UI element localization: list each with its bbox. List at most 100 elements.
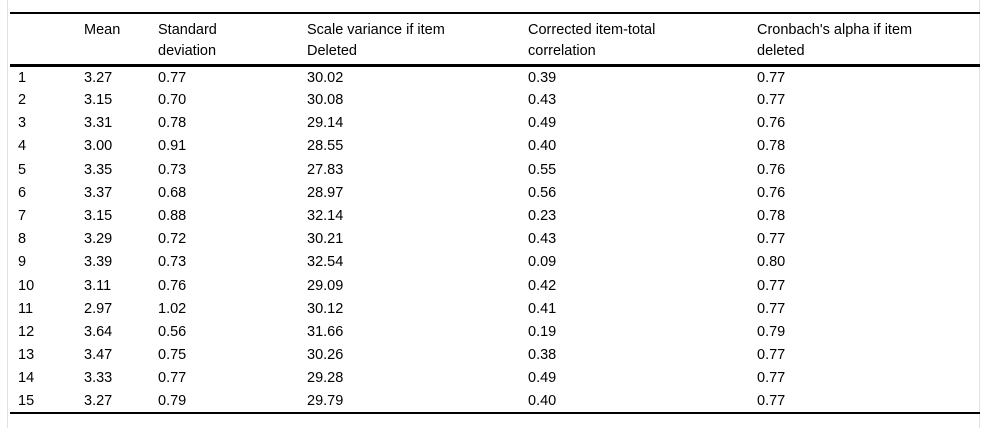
item-total-correlation-cell: 0.19 bbox=[528, 323, 557, 340]
item-total-correlation-cell: 0.39 bbox=[528, 69, 557, 86]
std-deviation-cell: 0.73 bbox=[158, 161, 187, 178]
item-number-cell: 15 bbox=[18, 392, 35, 409]
alpha-if-deleted-cell: 0.77 bbox=[757, 370, 786, 387]
alpha-if-deleted-cell: 0.77 bbox=[757, 300, 786, 317]
col-header-mean: Mean bbox=[84, 13, 158, 67]
table-row: 4 3.00 0.91 28.55 0.40 0.78 bbox=[10, 135, 980, 158]
alpha-if-deleted-cell: 0.77 bbox=[757, 69, 786, 86]
alpha-if-deleted-cell: 0.78 bbox=[757, 207, 786, 224]
item-number-cell: 1 bbox=[18, 69, 27, 86]
item-number-cell: 11 bbox=[18, 300, 34, 317]
col-header-alpha-if-deleted: Cronbach's alpha if item deleted bbox=[757, 13, 980, 67]
col-header-scale-variance: Scale variance if item Deleted bbox=[307, 13, 528, 67]
std-deviation-cell: 0.70 bbox=[158, 92, 187, 109]
scale-variance-cell: 29.28 bbox=[307, 370, 344, 387]
alpha-if-deleted-cell: 0.77 bbox=[757, 392, 786, 409]
mean-cell: 2.97 bbox=[84, 300, 113, 317]
item-number-cell: 8 bbox=[18, 231, 27, 248]
scale-variance-cell: 30.26 bbox=[307, 347, 344, 364]
col-header-alpha-if-deleted-label: Cronbach's alpha if item deleted bbox=[757, 22, 913, 59]
page-edge-line-right bbox=[979, 0, 980, 428]
table-row: 10 3.11 0.76 29.09 0.42 0.77 bbox=[10, 274, 980, 297]
item-number-cell: 12 bbox=[18, 323, 35, 340]
header-row: Mean Standard deviation Scale variance i… bbox=[10, 13, 980, 67]
mean-cell: 3.64 bbox=[84, 323, 113, 340]
std-deviation-cell: 0.75 bbox=[158, 347, 187, 364]
std-deviation-cell: 0.72 bbox=[158, 231, 187, 248]
std-deviation-cell: 0.79 bbox=[158, 392, 187, 409]
std-deviation-cell: 1.02 bbox=[158, 300, 187, 317]
std-deviation-cell: 0.76 bbox=[158, 277, 187, 294]
scale-variance-cell: 29.09 bbox=[307, 277, 344, 294]
std-deviation-cell: 0.88 bbox=[158, 207, 187, 224]
alpha-if-deleted-cell: 0.80 bbox=[757, 254, 786, 271]
mean-cell: 3.31 bbox=[84, 115, 113, 132]
mean-cell: 3.35 bbox=[84, 161, 113, 178]
scale-variance-cell: 32.54 bbox=[307, 254, 344, 271]
mean-cell: 3.15 bbox=[84, 92, 113, 109]
scale-variance-cell: 29.14 bbox=[307, 115, 344, 132]
table-row: 14 3.33 0.77 29.28 0.49 0.77 bbox=[10, 367, 980, 390]
alpha-if-deleted-cell: 0.79 bbox=[757, 323, 786, 340]
scale-variance-cell: 30.02 bbox=[307, 69, 344, 86]
mean-cell: 3.27 bbox=[84, 392, 113, 409]
col-header-item-number bbox=[10, 13, 84, 67]
alpha-if-deleted-cell: 0.77 bbox=[757, 277, 786, 294]
mean-cell: 3.11 bbox=[84, 277, 112, 294]
item-total-correlation-cell: 0.41 bbox=[528, 300, 557, 317]
scale-variance-cell: 32.14 bbox=[307, 207, 344, 224]
mean-cell: 3.29 bbox=[84, 231, 113, 248]
table-container: Mean Standard deviation Scale variance i… bbox=[10, 12, 980, 415]
std-deviation-cell: 0.56 bbox=[158, 323, 187, 340]
page-edge-line-left bbox=[7, 0, 8, 428]
alpha-if-deleted-cell: 0.76 bbox=[757, 115, 786, 132]
scale-variance-cell: 31.66 bbox=[307, 323, 344, 340]
std-deviation-cell: 0.73 bbox=[158, 254, 187, 271]
item-total-correlation-cell: 0.38 bbox=[528, 347, 557, 364]
alpha-if-deleted-cell: 0.77 bbox=[757, 347, 786, 364]
mean-cell: 3.39 bbox=[84, 254, 113, 271]
col-header-mean-label: Mean bbox=[84, 22, 121, 38]
item-total-correlation-cell: 0.40 bbox=[528, 138, 557, 155]
std-deviation-cell: 0.77 bbox=[158, 370, 187, 387]
item-total-correlation-cell: 0.42 bbox=[528, 277, 557, 294]
mean-cell: 3.47 bbox=[84, 347, 113, 364]
scale-variance-cell: 28.55 bbox=[307, 138, 344, 155]
item-number-cell: 7 bbox=[18, 207, 27, 224]
mean-cell: 3.27 bbox=[84, 69, 113, 86]
table-row: 7 3.15 0.88 32.14 0.23 0.78 bbox=[10, 205, 980, 228]
table-row: 15 3.27 0.79 29.79 0.40 0.77 bbox=[10, 390, 980, 413]
item-total-correlation-cell: 0.40 bbox=[528, 392, 557, 409]
table-row: 11 2.97 1.02 30.12 0.41 0.77 bbox=[10, 297, 980, 320]
table-row: 12 3.64 0.56 31.66 0.19 0.79 bbox=[10, 321, 980, 344]
std-deviation-cell: 0.78 bbox=[158, 115, 187, 132]
mean-cell: 3.33 bbox=[84, 370, 113, 387]
table-row: 3 3.31 0.78 29.14 0.49 0.76 bbox=[10, 112, 980, 135]
item-number-cell: 2 bbox=[18, 92, 27, 109]
scale-variance-cell: 28.97 bbox=[307, 184, 344, 201]
table-row: 8 3.29 0.72 30.21 0.43 0.77 bbox=[10, 228, 980, 251]
item-number-cell: 6 bbox=[18, 184, 27, 201]
table-row: 6 3.37 0.68 28.97 0.56 0.76 bbox=[10, 181, 980, 204]
item-number-cell: 13 bbox=[18, 347, 35, 364]
item-total-correlation-cell: 0.09 bbox=[528, 254, 557, 271]
std-deviation-cell: 0.91 bbox=[158, 138, 187, 155]
item-statistics-table: Mean Standard deviation Scale variance i… bbox=[10, 12, 980, 415]
scale-variance-cell: 30.12 bbox=[307, 300, 344, 317]
col-header-item-total-correlation-label: Corrected item-total correlation bbox=[528, 22, 656, 59]
item-number-cell: 4 bbox=[18, 138, 27, 155]
table-body: 1 3.27 0.77 30.02 0.39 0.77 2 3.15 0.70 30.08 0.43… bbox=[10, 66, 980, 414]
table-row: 9 3.39 0.73 32.54 0.09 0.80 bbox=[10, 251, 980, 274]
item-total-correlation-cell: 0.55 bbox=[528, 161, 557, 178]
table-row: 5 3.35 0.73 27.83 0.55 0.76 bbox=[10, 158, 980, 181]
table-header: Mean Standard deviation Scale variance i… bbox=[10, 13, 980, 67]
scale-variance-cell: 30.08 bbox=[307, 92, 344, 109]
alpha-if-deleted-cell: 0.78 bbox=[757, 138, 786, 155]
col-header-std-deviation: Standard deviation bbox=[158, 13, 307, 67]
scale-variance-cell: 30.21 bbox=[307, 231, 344, 248]
mean-cell: 3.15 bbox=[84, 207, 113, 224]
table-row: 2 3.15 0.70 30.08 0.43 0.77 bbox=[10, 89, 980, 112]
item-number-cell: 10 bbox=[18, 277, 35, 294]
std-deviation-cell: 0.77 bbox=[158, 69, 187, 86]
item-number-cell: 14 bbox=[18, 370, 35, 387]
